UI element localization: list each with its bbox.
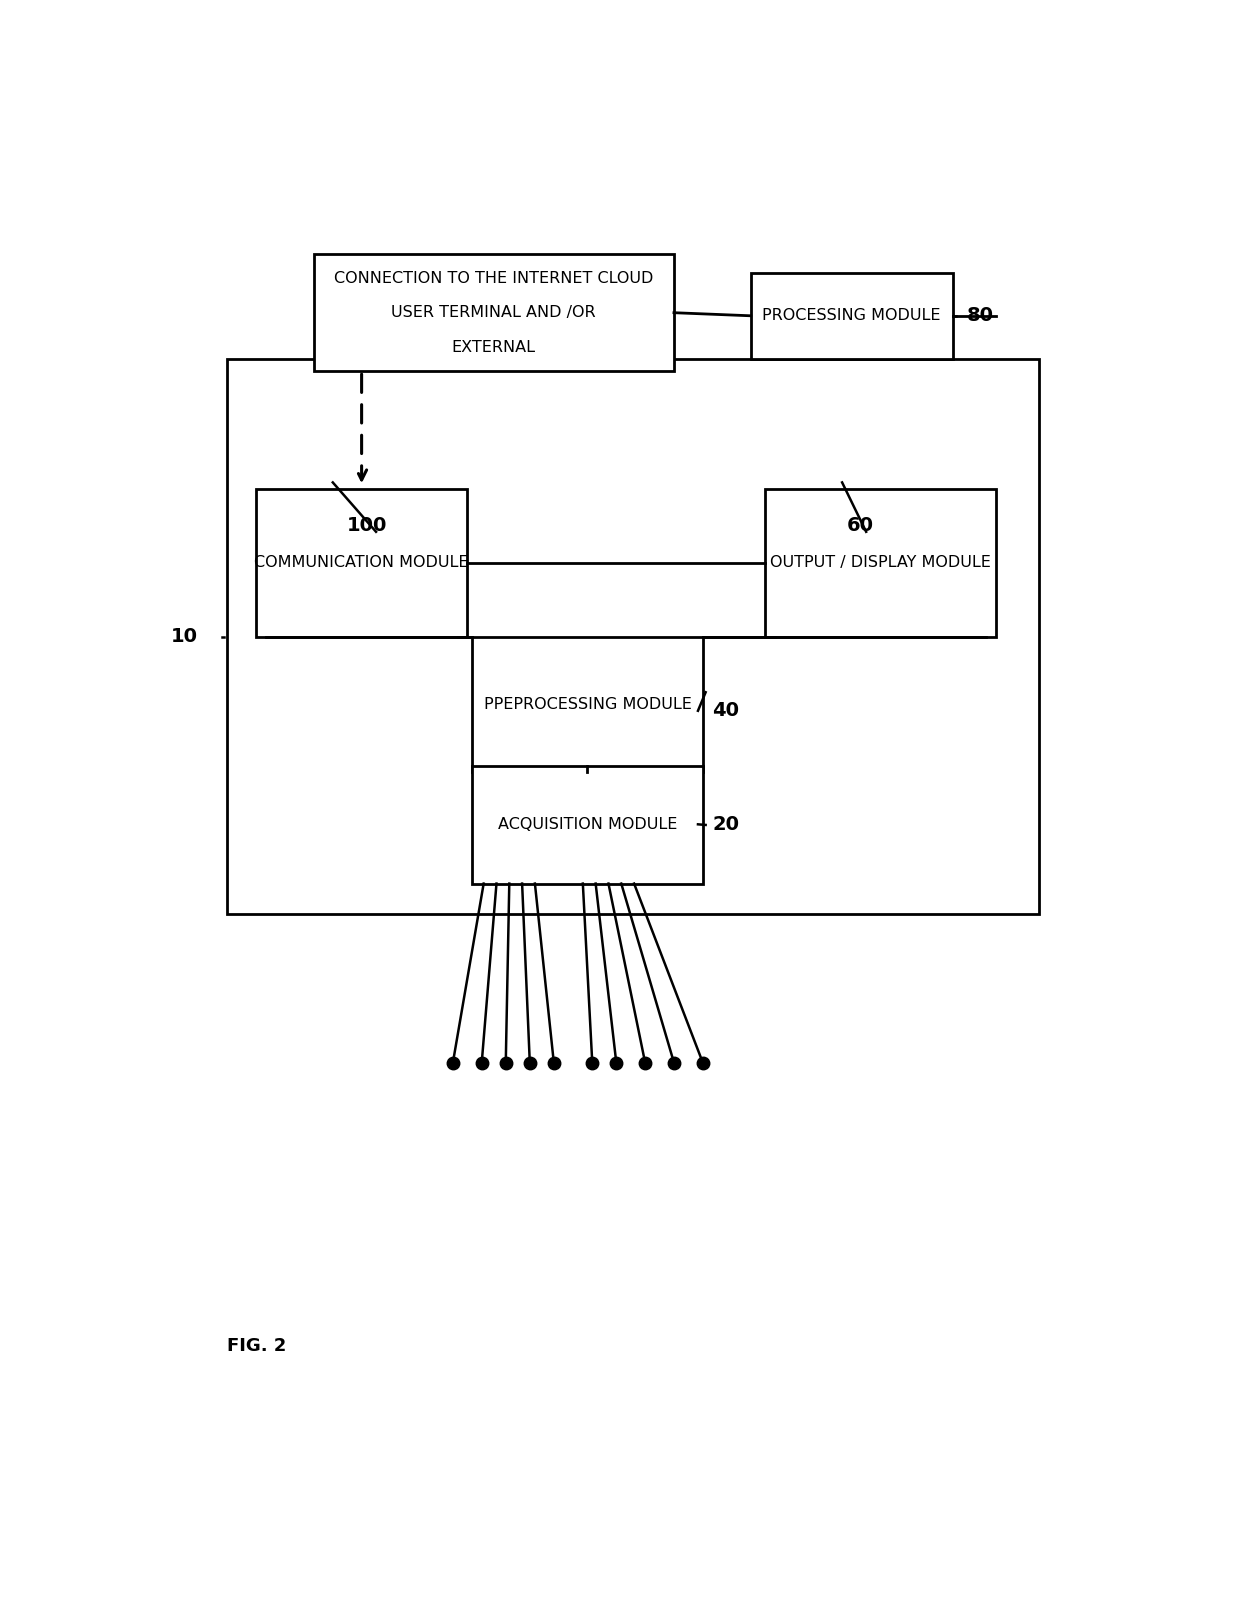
Text: PPEPROCESSING MODULE: PPEPROCESSING MODULE xyxy=(484,697,692,712)
Text: EXTERNAL: EXTERNAL xyxy=(451,340,536,354)
Text: 40: 40 xyxy=(712,701,739,720)
Text: 80: 80 xyxy=(967,306,994,325)
Text: COMMUNICATION MODULE: COMMUNICATION MODULE xyxy=(254,555,469,571)
Text: FIG. 2: FIG. 2 xyxy=(227,1337,286,1356)
Bar xyxy=(472,766,703,883)
Text: 10: 10 xyxy=(171,627,198,646)
Text: PROCESSING MODULE: PROCESSING MODULE xyxy=(763,308,941,324)
Bar xyxy=(765,489,996,636)
Text: USER TERMINAL AND /OR: USER TERMINAL AND /OR xyxy=(392,305,596,321)
Bar xyxy=(472,636,703,773)
Text: ACQUISITION MODULE: ACQUISITION MODULE xyxy=(497,818,677,832)
Bar xyxy=(314,253,675,372)
Bar xyxy=(227,359,1039,914)
Text: CONNECTION TO THE INTERNET CLOUD: CONNECTION TO THE INTERNET CLOUD xyxy=(334,271,653,285)
Bar xyxy=(751,273,952,359)
Bar xyxy=(255,489,467,636)
Text: OUTPUT / DISPLAY MODULE: OUTPUT / DISPLAY MODULE xyxy=(770,555,991,571)
Text: 20: 20 xyxy=(712,814,739,834)
Text: 60: 60 xyxy=(847,516,874,535)
Text: 100: 100 xyxy=(347,516,388,535)
